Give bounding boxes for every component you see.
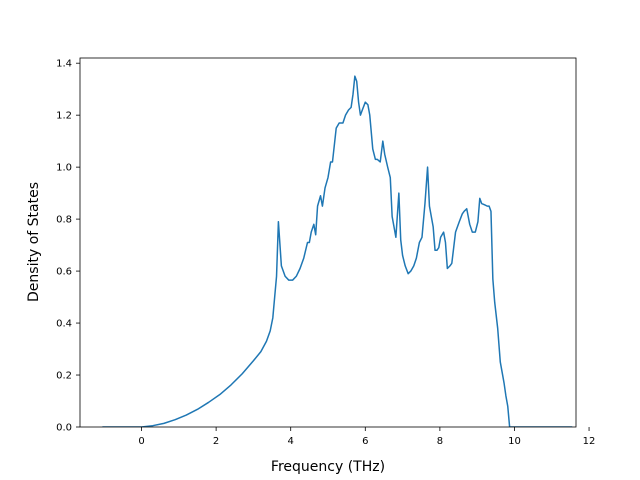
y-tick-label: 1.2 — [56, 111, 72, 122]
y-tick-label: 1.4 — [56, 59, 72, 70]
y-tick-label: 0.0 — [56, 423, 72, 434]
x-tick-label: 0 — [138, 436, 144, 447]
y-tick-label: 0.6 — [56, 267, 72, 278]
y-tick-label: 0.4 — [56, 319, 72, 330]
x-tick-label: 2 — [213, 436, 219, 447]
axes-frame — [79, 57, 577, 428]
y-tick-label: 1.0 — [56, 163, 72, 174]
x-tick-label: 8 — [437, 436, 443, 447]
y-axis-title: Density of States — [26, 182, 42, 302]
x-tick-label: 12 — [583, 436, 596, 447]
axes: 0 2 4 6 8 10 12 0.0 0.2 0.4 0.6 0.8 1.0 1.2 1.4 — [56, 57, 596, 447]
x-axis-title: Frequency (THz) — [271, 459, 385, 475]
x-tick-label: 6 — [362, 436, 368, 447]
y-tick-label: 0.2 — [56, 371, 72, 382]
series-line-0 — [102, 75, 573, 427]
x-tick-label: 4 — [288, 436, 294, 447]
x-tick-label: 10 — [508, 436, 521, 447]
plot-area — [102, 75, 573, 427]
y-tick-label: 0.8 — [56, 215, 72, 226]
